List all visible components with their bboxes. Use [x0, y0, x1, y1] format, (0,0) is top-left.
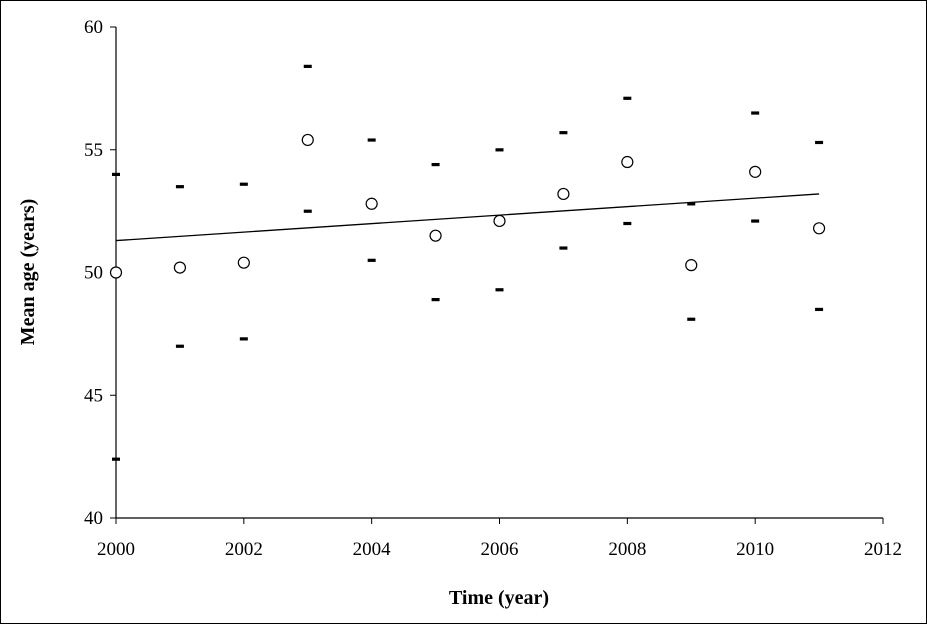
trendline — [115, 193, 820, 242]
mean-point-2005 — [429, 229, 442, 242]
x-tick-label-2004: 2004 — [353, 539, 392, 560]
range-dash-1-2002 — [239, 182, 248, 186]
range-dash-2-2004 — [367, 258, 376, 262]
x-tick-label-2006: 2006 — [481, 539, 519, 560]
y-tick-label-40: 40 — [84, 508, 103, 529]
y-tick-label-55: 55 — [84, 140, 103, 161]
range-dash-1-2006 — [495, 148, 504, 152]
y-tick-label-45: 45 — [84, 385, 103, 406]
mean-point-2003 — [301, 133, 314, 147]
x-axis-title: Time (year) — [449, 587, 549, 609]
mean-point-2002 — [237, 256, 250, 269]
mean-point-2007 — [557, 187, 570, 201]
mean-point-2009 — [685, 259, 698, 272]
y-axis-title: Mean age (years) — [17, 199, 39, 346]
range-dash-2-2006 — [495, 288, 504, 292]
x-tick-label-2000: 2000 — [97, 539, 135, 560]
range-dash-1-2004 — [367, 138, 376, 142]
range-dash-1-2009 — [687, 202, 696, 206]
mean-point-2008 — [621, 155, 634, 169]
range-dash-1-2003 — [303, 64, 312, 68]
x-tick-label-2010: 2010 — [736, 539, 774, 560]
mean-point-2000 — [109, 266, 123, 279]
range-dash-1-2005 — [431, 162, 440, 167]
y-tick-label-60: 60 — [84, 17, 103, 38]
mean-point-2004 — [365, 197, 378, 210]
range-dash-2-2002 — [239, 337, 248, 341]
x-tick-label-2002: 2002 — [225, 539, 263, 560]
range-dash-1-2007 — [559, 131, 568, 135]
range-dash-2-2003 — [303, 209, 312, 213]
axes — [115, 27, 883, 519]
x-tick-label-2012: 2012 — [864, 539, 902, 560]
range-dash-2-2010 — [751, 219, 760, 223]
range-dash-1-2000 — [112, 172, 120, 176]
range-dash-2-2011 — [815, 307, 824, 312]
range-dash-1-2001 — [175, 185, 184, 189]
y-tick-label-50: 50 — [84, 263, 103, 284]
range-dash-2-2001 — [175, 344, 184, 348]
x-tick-label-2008: 2008 — [608, 539, 646, 560]
range-dash-2-2000 — [112, 457, 120, 461]
range-dash-2-2008 — [623, 221, 632, 226]
mean-point-2001 — [173, 261, 187, 274]
range-dash-2-2005 — [431, 298, 440, 302]
range-dash-2-2007 — [559, 246, 568, 250]
data-marks — [109, 64, 826, 461]
ticks: 40 45 50 55 60 2000 2002 2004 2006 2008 2010 2012 — [84, 17, 902, 560]
range-dash-1-2011 — [815, 140, 824, 145]
trendline-group — [115, 193, 820, 242]
range-dash-2-2009 — [687, 317, 696, 321]
range-dash-1-2008 — [623, 96, 632, 100]
mean-point-2010 — [749, 165, 762, 178]
mean-point-2011 — [812, 222, 826, 235]
range-dash-1-2010 — [751, 111, 760, 115]
mean-point-2006 — [493, 214, 506, 228]
